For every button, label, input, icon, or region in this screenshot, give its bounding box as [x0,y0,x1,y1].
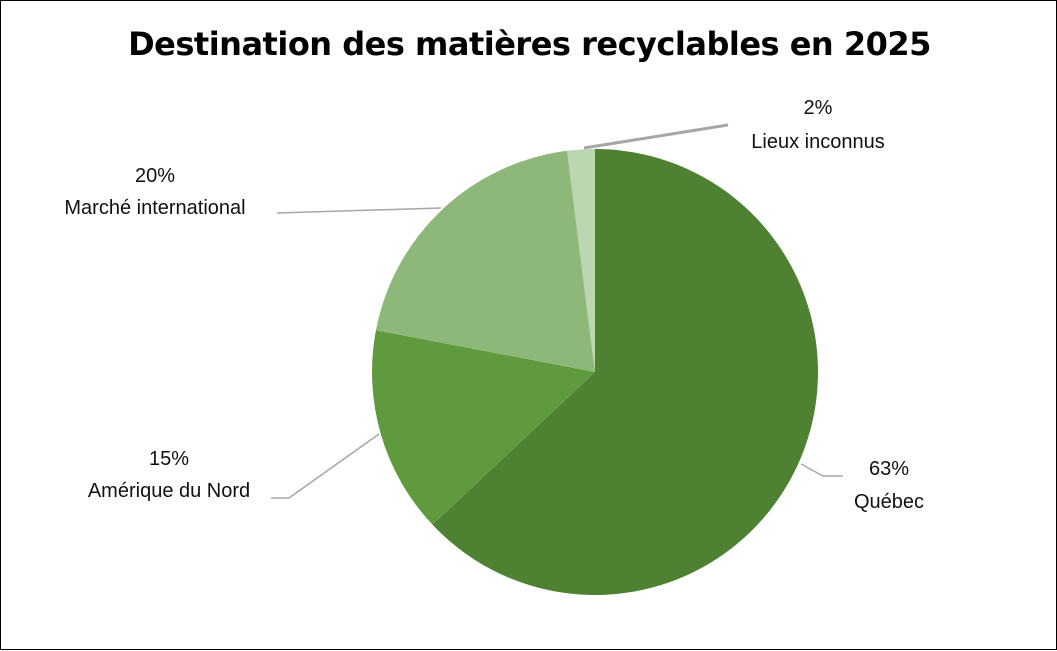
pie-slice-lieux-inconnus [567,149,595,372]
data-label-percent-lieux-inconnus: 2% [804,97,833,119]
pie-slice-quebec [432,149,818,595]
pie-slice-marche-international [375,150,595,372]
data-label-category-marche-international: Marché international [64,197,245,219]
data-label-percent-quebec: 63% [869,458,909,480]
data-label-category-lieux-inconnus: Lieux inconnus [751,131,884,153]
leader-line-quebec [800,463,843,477]
leader-line-amerique-du-nord [271,433,380,499]
leader-line-marche-international [276,207,442,214]
data-label-percent-amerique-du-nord: 15% [149,448,189,470]
pie-slice-amerique-du-nord [372,330,595,525]
chart-title: Destination des matières recyclables en … [128,25,931,63]
data-label-category-amerique-du-nord: Amérique du Nord [88,480,250,502]
data-label-percent-marche-international: 20% [135,165,175,187]
data-label-category-quebec: Québec [854,491,924,513]
leader-line-lieux-inconnus [583,123,729,150]
